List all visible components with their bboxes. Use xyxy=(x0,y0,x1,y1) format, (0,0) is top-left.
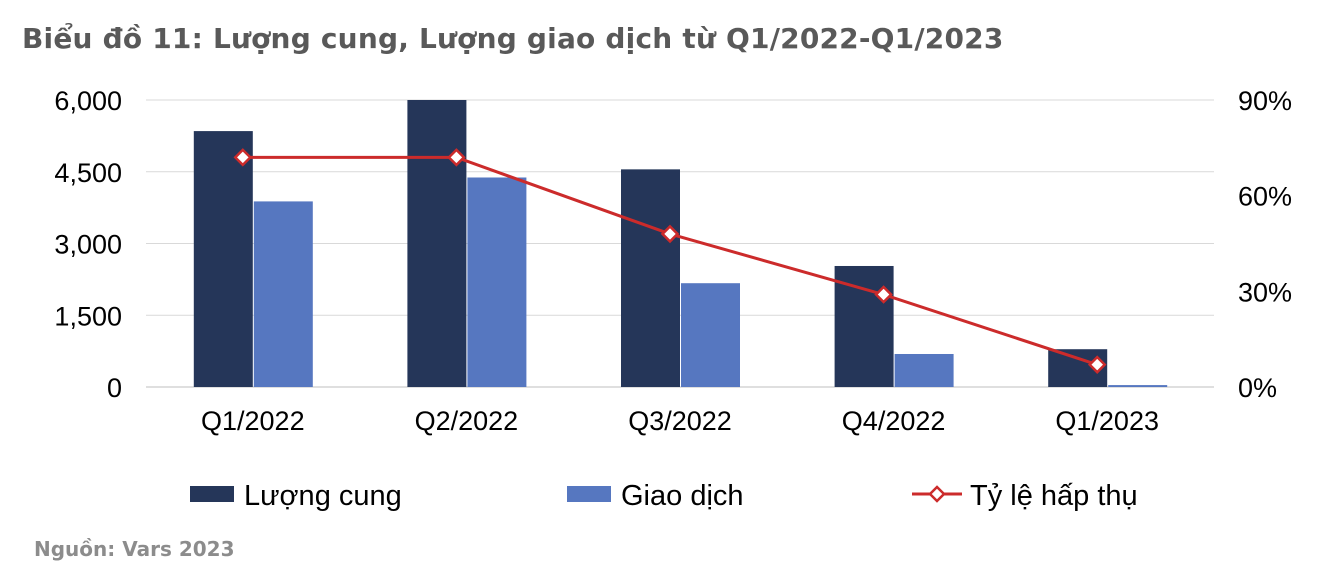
left-tick-label: 3,000 xyxy=(54,230,122,260)
legend-item-supply: Lượng cung xyxy=(190,480,402,512)
left-axis-ticks: 6,000 4,500 3,000 1,500 0 xyxy=(54,86,122,403)
bar-supply xyxy=(621,169,680,387)
legend-label-transactions: Giao dịch xyxy=(621,480,744,512)
bar-transactions xyxy=(467,177,527,387)
legend-swatch-supply xyxy=(190,486,234,502)
category-label: Q1/2022 xyxy=(201,406,305,436)
bar-supply xyxy=(407,100,467,387)
right-tick-label: 0% xyxy=(1238,373,1277,403)
absorption-line-layer xyxy=(233,148,1107,374)
bars xyxy=(193,100,1168,387)
right-tick-label: 30% xyxy=(1238,277,1292,307)
category-label: Q1/2023 xyxy=(1055,406,1159,436)
bar-transactions xyxy=(681,283,740,387)
right-tick-label: 60% xyxy=(1238,182,1292,212)
chart-title: Biểu đồ 11: Lượng cung, Lượng giao dịch … xyxy=(22,22,1004,55)
legend-label-absorption: Tỷ lệ hấp thụ xyxy=(970,480,1138,512)
left-tick-label: 4,500 xyxy=(54,158,122,188)
absorption-point xyxy=(660,224,680,244)
bar-transactions xyxy=(1108,385,1168,387)
category-label: Q3/2022 xyxy=(628,406,732,436)
legend-item-absorption: Tỷ lệ hấp thụ xyxy=(912,480,1138,512)
legend-item-transactions: Giao dịch xyxy=(567,480,744,512)
category-labels: Q1/2022 Q2/2022 Q3/2022 Q4/2022 Q1/2023 xyxy=(201,406,1159,436)
legend-swatch-transactions xyxy=(567,486,611,502)
legend: Lượng cung Giao dịch Tỷ lệ hấp thụ xyxy=(190,480,1138,512)
legend-marker-absorption xyxy=(928,485,946,503)
absorption-point xyxy=(874,285,893,304)
source-note: Nguồn: Vars 2023 xyxy=(34,537,235,561)
category-label: Q2/2022 xyxy=(415,406,519,436)
absorption-point xyxy=(447,148,466,167)
left-tick-label: 1,500 xyxy=(54,301,122,331)
bar-transactions xyxy=(253,201,313,387)
left-tick-label: 6,000 xyxy=(54,86,122,116)
right-axis-ticks: 90% 60% 30% 0% xyxy=(1238,86,1292,403)
category-label: Q4/2022 xyxy=(842,406,946,436)
absorption-point xyxy=(233,148,253,167)
absorption-point xyxy=(1087,355,1107,374)
bar-transactions xyxy=(894,353,954,387)
legend-label-supply: Lượng cung xyxy=(244,480,402,512)
left-tick-label: 0 xyxy=(107,373,122,403)
bar-supply xyxy=(193,131,253,387)
right-tick-label: 90% xyxy=(1238,86,1292,116)
